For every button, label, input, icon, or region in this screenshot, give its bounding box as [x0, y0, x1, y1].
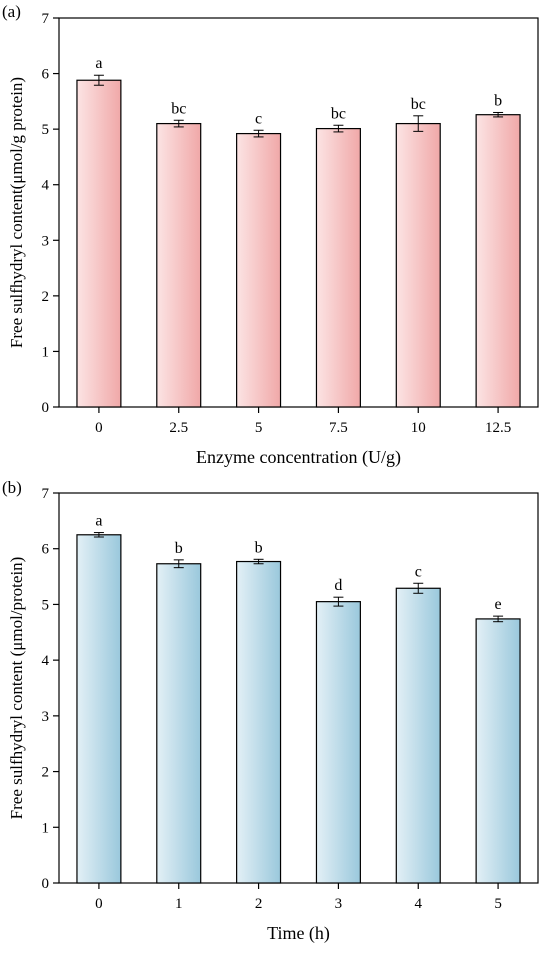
y-tick-label: 3	[42, 709, 50, 725]
y-tick-label: 5	[42, 122, 50, 138]
error-bar	[493, 111, 504, 118]
plot-frame	[58, 492, 539, 884]
bar	[475, 114, 521, 408]
x-tick-label: 0	[95, 896, 103, 912]
bar	[156, 122, 202, 408]
error-bar	[333, 124, 344, 133]
significance-letter: b	[175, 540, 183, 557]
error-bar	[493, 615, 504, 623]
y-tick-label: 7	[42, 486, 50, 502]
x-tick-label: 12.5	[485, 420, 511, 436]
y-tick-label: 4	[42, 653, 50, 669]
plot-frame	[58, 17, 539, 408]
chart-b-svg: 0 1 2 3 4 5 6 7 a 0 b 1 b 2 d 3 c 4 e 5 Time (h) Free sulfhyd…	[7, 486, 539, 944]
bar	[76, 79, 122, 408]
significance-letter: b	[494, 92, 502, 109]
x-axis-label: Enzyme concentration (U/g)	[196, 447, 401, 468]
x-tick-label: 5	[494, 896, 502, 912]
y-tick-label: 7	[42, 11, 50, 27]
chart-a-svg: 0 1 2 3 4 5 6 7 a 0 bc 2.5 c 5 bc 7.5 bc 10 b 12.5 Enzyme co…	[7, 11, 539, 468]
x-tick-label: 7.5	[329, 420, 348, 436]
error-bar	[333, 596, 344, 607]
bar	[475, 618, 521, 884]
x-tick-label: 0	[95, 420, 103, 436]
y-axis-label: Free sulfhydryl content(μmol/g protein)	[7, 77, 26, 348]
error-bar	[93, 74, 104, 86]
bar	[395, 587, 441, 884]
x-tick-label: 2.5	[169, 420, 188, 436]
bar	[156, 563, 202, 884]
significance-letter: bc	[331, 105, 346, 122]
x-tick-label: 4	[415, 896, 423, 912]
error-bar	[173, 559, 184, 569]
bar	[315, 601, 361, 884]
y-tick-label: 1	[42, 820, 50, 836]
panel-label-b: (b)	[2, 478, 22, 497]
bar	[315, 127, 361, 408]
bar	[236, 560, 282, 884]
error-bar	[93, 532, 104, 538]
significance-letter: a	[95, 513, 102, 530]
chart-panel-b: (b) 0 1 2 3 4 5 6 7 a 0 b 1 b 2 d 3 c 4 e 5 Time (h) Free sul…	[0, 476, 550, 953]
y-tick-label: 0	[42, 400, 50, 416]
y-tick-label: 0	[42, 876, 50, 892]
error-bar	[253, 558, 264, 565]
error-bar	[413, 582, 424, 594]
x-tick-label: 3	[335, 896, 343, 912]
error-bar	[253, 129, 264, 138]
x-tick-label: 10	[411, 420, 426, 436]
y-tick-label: 1	[42, 344, 50, 360]
bar	[76, 534, 122, 884]
significance-letter: d	[334, 577, 342, 594]
significance-letter: c	[415, 563, 422, 580]
x-tick-label: 5	[255, 420, 263, 436]
significance-letter: c	[255, 110, 262, 127]
significance-letter: e	[495, 596, 502, 613]
bar	[395, 122, 441, 408]
error-bar	[413, 115, 424, 132]
significance-letter: bc	[171, 100, 186, 117]
significance-letter: a	[95, 55, 102, 72]
y-axis-label: Free sulfhydryl content (μmol/protein)	[7, 557, 26, 820]
y-tick-label: 3	[42, 233, 50, 249]
chart-panel-a: (a) 0 1 2 3 4 5 6 7 a 0 bc 2.5 c 5 bc 7.5 bc 10 b 12.5 Enzym…	[0, 0, 550, 476]
y-tick-label: 5	[42, 597, 50, 613]
significance-letter: b	[255, 539, 263, 556]
y-tick-label: 2	[42, 765, 50, 781]
y-tick-label: 2	[42, 289, 50, 305]
bar	[236, 132, 282, 408]
x-tick-label: 2	[255, 896, 263, 912]
significance-letter: bc	[411, 96, 426, 113]
y-tick-label: 6	[42, 67, 50, 83]
y-tick-label: 4	[42, 178, 50, 194]
x-tick-label: 1	[175, 896, 183, 912]
error-bar	[173, 119, 184, 128]
panel-label-a: (a)	[2, 2, 21, 21]
x-axis-label: Time (h)	[267, 923, 330, 944]
y-tick-label: 6	[42, 542, 50, 558]
